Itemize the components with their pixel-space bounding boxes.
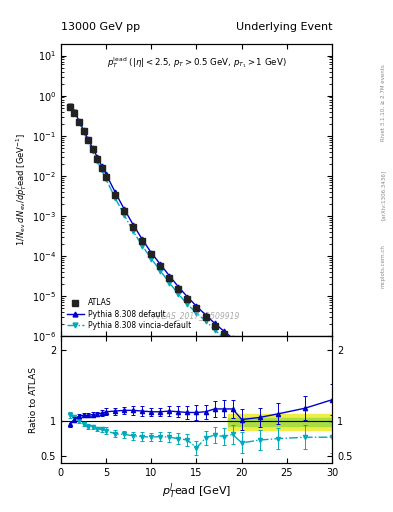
Text: [arXiv:1306.3436]: [arXiv:1306.3436] — [381, 169, 386, 220]
X-axis label: $p_T^l\mathrm{ead}$ [GeV]: $p_T^l\mathrm{ead}$ [GeV] — [162, 481, 231, 501]
Text: Rivet 3.1.10, ≥ 2.7M events: Rivet 3.1.10, ≥ 2.7M events — [381, 64, 386, 141]
Text: mcplots.cern.ch: mcplots.cern.ch — [381, 244, 386, 288]
Legend: ATLAS, Pythia 8.308 default, Pythia 8.308 vincia-default: ATLAS, Pythia 8.308 default, Pythia 8.30… — [65, 296, 193, 332]
Y-axis label: Ratio to ATLAS: Ratio to ATLAS — [29, 367, 38, 433]
Text: ATLAS_2017_I1509919: ATLAS_2017_I1509919 — [153, 311, 240, 320]
Y-axis label: $1/N_{\mathrm{ev}}\, d\, N_{\mathrm{ev}}/dp_T^l\mathrm{ead}$ [GeV$^{-1}$]: $1/N_{\mathrm{ev}}\, d\, N_{\mathrm{ev}}… — [14, 133, 29, 246]
Text: $p_T^{\mathrm{lead}}$ ($|\eta| < 2.5$, $p_T > 0.5$ GeV, $p_{T_1} > 1$ GeV): $p_T^{\mathrm{lead}}$ ($|\eta| < 2.5$, $… — [107, 55, 286, 70]
Text: Underlying Event: Underlying Event — [235, 22, 332, 32]
Text: 13000 GeV pp: 13000 GeV pp — [61, 22, 140, 32]
